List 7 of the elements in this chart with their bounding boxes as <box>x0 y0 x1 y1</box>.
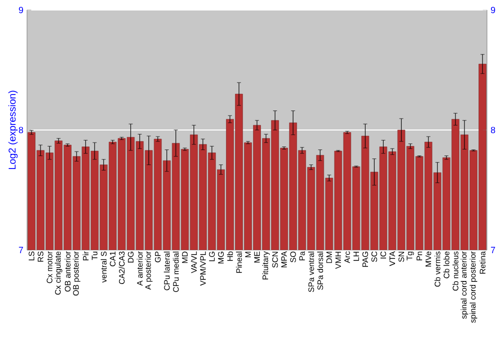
y-tick-label: 8 <box>18 126 24 134</box>
y-tick-label: 7 <box>18 246 24 254</box>
y-tick-label: 9 <box>18 6 24 14</box>
y2-tick-label: 8 <box>490 126 496 134</box>
y-axis-title: Log2 (expression) <box>8 90 18 170</box>
y2-tick-label: 9 <box>490 6 496 14</box>
y2-tick-label: 7 <box>490 246 496 254</box>
